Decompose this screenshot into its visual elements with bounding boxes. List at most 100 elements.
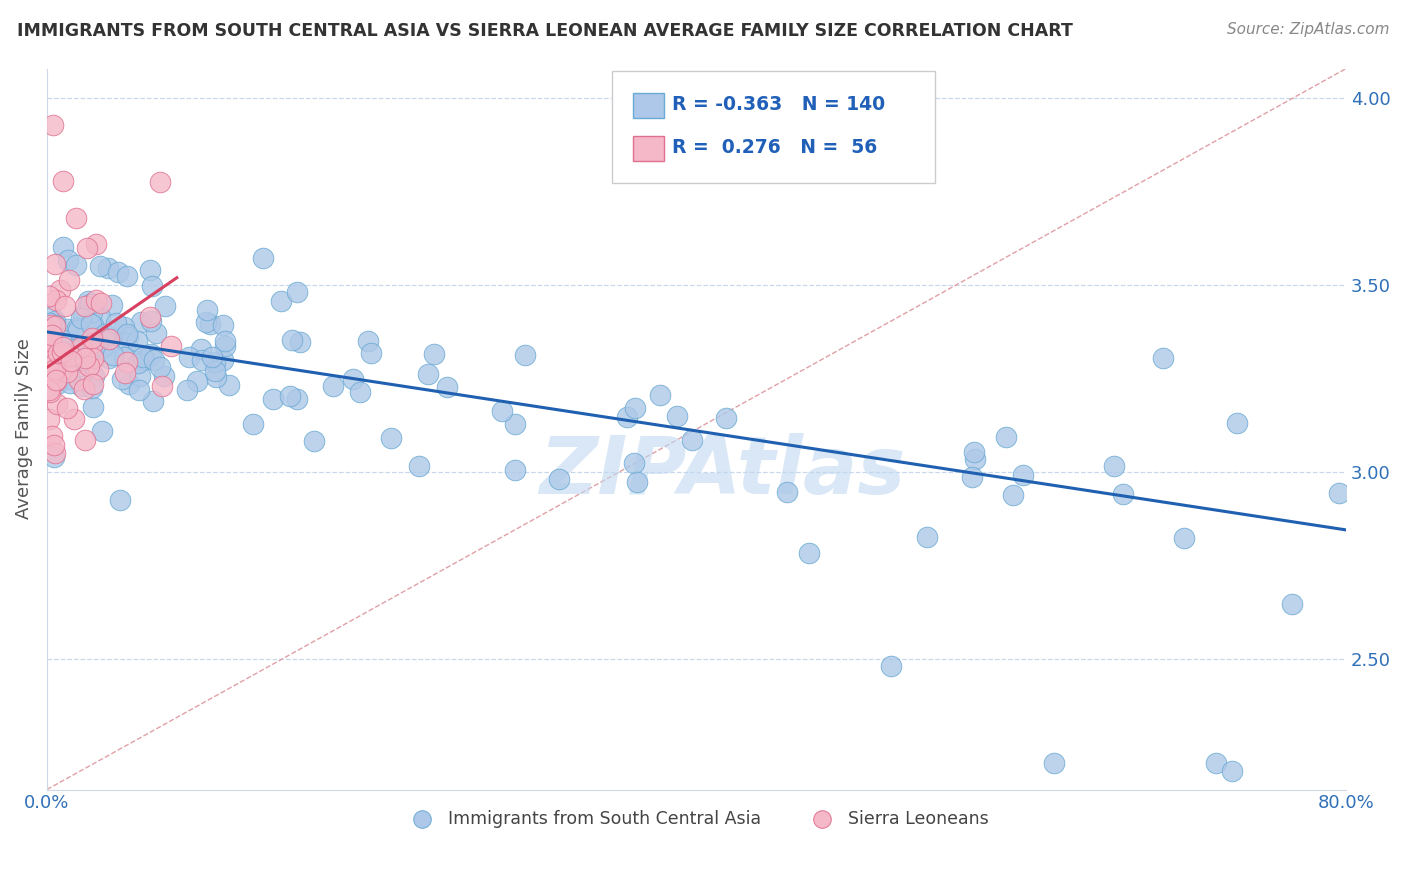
Point — [76, 359, 98, 373]
Point — [616, 409, 638, 424]
Point — [380, 431, 402, 445]
Point — [127, 356, 149, 370]
Point — [1152, 351, 1174, 366]
Point — [66, 321, 89, 335]
Point — [624, 401, 647, 415]
Point — [38, 367, 60, 381]
Point — [503, 463, 526, 477]
Point — [38, 288, 60, 302]
Point — [204, 355, 226, 369]
Point — [80, 344, 103, 359]
Point — [491, 403, 513, 417]
Point — [357, 334, 380, 349]
Point — [65, 258, 87, 272]
Point — [214, 338, 236, 352]
Point — [96, 330, 118, 344]
Point — [39, 318, 62, 333]
Text: IMMIGRANTS FROM SOUTH CENTRAL ASIA VS SIERRA LEONEAN AVERAGE FAMILY SIZE CORRELA: IMMIGRANTS FROM SOUTH CENTRAL ASIA VS SI… — [17, 22, 1073, 40]
Point — [423, 347, 446, 361]
Point — [626, 475, 648, 489]
Point — [360, 346, 382, 360]
Point — [142, 394, 165, 409]
Point — [44, 362, 66, 376]
Point — [115, 336, 138, 351]
Point — [204, 364, 226, 378]
Point — [1102, 458, 1125, 473]
Point — [252, 251, 274, 265]
Point — [38, 383, 60, 397]
Point — [965, 452, 987, 467]
Point — [648, 387, 671, 401]
Point — [42, 450, 65, 465]
Point — [149, 175, 172, 189]
Point — [41, 334, 63, 348]
Point — [42, 118, 65, 132]
Point — [994, 430, 1017, 444]
Point — [89, 259, 111, 273]
Point — [51, 345, 73, 359]
Point — [80, 381, 103, 395]
Point — [59, 349, 82, 363]
Point — [82, 401, 104, 415]
Point — [322, 378, 344, 392]
Point — [84, 293, 107, 307]
Point — [115, 327, 138, 342]
Point — [53, 344, 76, 359]
Point — [63, 341, 86, 355]
Point — [44, 257, 66, 271]
Point — [94, 326, 117, 341]
Point — [59, 372, 82, 386]
Point — [112, 350, 135, 364]
Point — [72, 382, 94, 396]
Point — [97, 351, 120, 366]
Point — [56, 322, 79, 336]
Point — [776, 485, 799, 500]
Point — [200, 318, 222, 332]
Point — [797, 546, 820, 560]
Point — [80, 305, 103, 319]
Point — [190, 342, 212, 356]
Point — [44, 356, 66, 370]
Point — [72, 308, 94, 322]
Point — [115, 355, 138, 369]
Point — [45, 396, 67, 410]
Point — [285, 285, 308, 299]
Point — [67, 340, 90, 354]
Point — [117, 330, 139, 344]
Point — [145, 326, 167, 340]
Point — [1043, 756, 1066, 771]
Point — [73, 299, 96, 313]
Point — [191, 353, 214, 368]
Point — [211, 353, 233, 368]
Point — [69, 373, 91, 387]
Point — [73, 434, 96, 448]
Point — [218, 378, 240, 392]
Point — [52, 173, 75, 187]
Point — [46, 377, 69, 392]
Point — [503, 417, 526, 432]
Point — [211, 318, 233, 333]
Point — [49, 343, 72, 358]
Point — [195, 302, 218, 317]
Point — [194, 315, 217, 329]
Point — [63, 412, 86, 426]
Point — [716, 410, 738, 425]
Point — [73, 351, 96, 366]
Point — [83, 368, 105, 383]
Point — [45, 374, 67, 388]
Point — [349, 384, 371, 399]
Point — [52, 340, 75, 354]
Point — [38, 342, 60, 356]
Point — [1329, 485, 1351, 500]
Point — [84, 236, 107, 251]
Legend: Immigrants from South Central Asia, Sierra Leoneans: Immigrants from South Central Asia, Sier… — [398, 803, 995, 835]
Point — [1002, 488, 1025, 502]
Point — [45, 335, 67, 350]
Point — [160, 338, 183, 352]
Point — [129, 315, 152, 329]
Point — [205, 369, 228, 384]
Point — [104, 317, 127, 331]
Point — [82, 335, 104, 350]
Point — [41, 429, 63, 443]
Point — [132, 353, 155, 368]
